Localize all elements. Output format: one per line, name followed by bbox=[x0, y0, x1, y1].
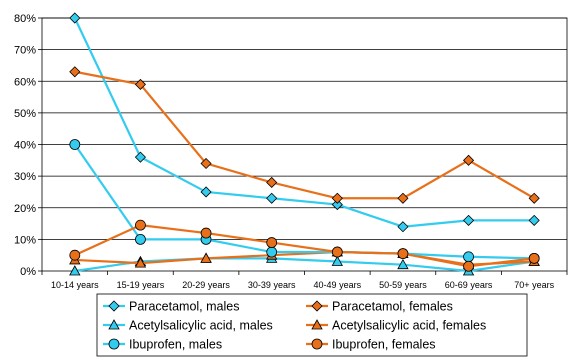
series-1 bbox=[69, 66, 540, 204]
data-point bbox=[266, 237, 278, 248]
data-point bbox=[528, 214, 540, 226]
data-point bbox=[135, 233, 146, 245]
series-line bbox=[73, 143, 535, 260]
data-point bbox=[528, 252, 540, 264]
y-tick-label: 70% bbox=[14, 45, 36, 57]
data-point bbox=[331, 192, 343, 204]
legend-label: Acetylsalicylic acid, males bbox=[129, 319, 273, 333]
y-tick-label: 60% bbox=[14, 76, 36, 88]
y-tick-label: 20% bbox=[14, 203, 36, 215]
data-point bbox=[69, 66, 81, 78]
legend-label: Ibuprofen, males bbox=[129, 338, 222, 352]
data-point bbox=[331, 255, 343, 266]
data-point bbox=[69, 249, 81, 261]
data-point bbox=[69, 265, 81, 276]
x-tick-label: 50-59 years bbox=[379, 280, 427, 290]
legend-item: Ibuprofen, females bbox=[306, 338, 436, 352]
data-point bbox=[463, 251, 474, 263]
series-5 bbox=[69, 219, 540, 272]
y-tick-label: 30% bbox=[14, 171, 36, 183]
series-line bbox=[74, 70, 535, 200]
grid-layer bbox=[42, 17, 567, 240]
y-tick-label: 0% bbox=[20, 266, 36, 278]
x-tick-label: 10-14 years bbox=[51, 280, 99, 290]
data-point bbox=[69, 139, 81, 150]
data-point bbox=[463, 260, 474, 272]
data-point bbox=[397, 248, 409, 260]
data-point bbox=[331, 199, 343, 211]
y-tick-label: 50% bbox=[14, 108, 36, 120]
data-point bbox=[397, 221, 409, 233]
legend-item: Paracetamol, males bbox=[103, 300, 239, 314]
legend-item: Paracetamol, females bbox=[306, 300, 453, 314]
x-tick-label: 60-69 years bbox=[445, 280, 493, 290]
data-point bbox=[266, 192, 278, 204]
legend-item: Ibuprofen, males bbox=[103, 338, 222, 352]
x-tick-label: 20-29 years bbox=[182, 280, 230, 290]
data-point bbox=[134, 151, 147, 163]
data-point bbox=[200, 227, 212, 239]
legend-swatch-marker bbox=[108, 319, 120, 330]
data-point bbox=[528, 192, 540, 204]
axis-layer: 0% 10% 20% 30% 40% 50% 60% 70% 80% 10-14 years 15-… bbox=[14, 13, 568, 290]
legend-label: Ibuprofen, females bbox=[332, 338, 436, 352]
series-line bbox=[73, 17, 535, 228]
legend-label: Paracetamol, males bbox=[129, 300, 239, 314]
legend-item: Acetylsalicylic acid, males bbox=[103, 319, 273, 333]
data-point bbox=[397, 192, 409, 204]
series-0 bbox=[69, 12, 540, 233]
data-point bbox=[134, 257, 147, 268]
x-tick-label: 15-19 years bbox=[117, 280, 165, 290]
y-tick-label: 80% bbox=[14, 13, 36, 25]
x-tick-label: 40-49 years bbox=[314, 280, 362, 290]
data-point bbox=[69, 12, 81, 24]
y-tick-label: 40% bbox=[14, 140, 36, 152]
legend-label: Acetylsalicylic acid, females bbox=[332, 319, 486, 333]
data-point bbox=[135, 219, 146, 231]
series-layer bbox=[69, 12, 540, 276]
legend-swatch-marker bbox=[108, 338, 120, 350]
legend-swatch-marker bbox=[311, 319, 323, 330]
data-point bbox=[200, 186, 212, 198]
legend-item: Acetylsalicylic acid, females bbox=[306, 319, 486, 333]
data-point bbox=[266, 246, 278, 258]
legend-label: Paracetamol, females bbox=[332, 300, 453, 314]
data-point bbox=[462, 214, 475, 226]
data-point bbox=[266, 176, 278, 189]
legend-swatch-marker bbox=[108, 300, 120, 312]
series-line bbox=[74, 257, 535, 273]
series-line bbox=[74, 224, 535, 268]
legend-swatch-marker bbox=[311, 338, 323, 350]
data-point bbox=[462, 154, 475, 166]
data-point bbox=[397, 258, 409, 270]
x-tick-label: 70+ years bbox=[514, 280, 554, 290]
y-tick-label: 10% bbox=[14, 234, 36, 246]
legend: Paracetamol, males Paracetamol, females Ac… bbox=[96, 293, 528, 357]
data-point bbox=[200, 157, 212, 170]
data-point bbox=[134, 78, 147, 90]
legend-swatch-marker bbox=[311, 300, 323, 312]
x-tick-label: 30-39 years bbox=[248, 280, 296, 290]
series-line bbox=[74, 250, 535, 266]
data-point bbox=[331, 246, 343, 258]
data-point bbox=[200, 252, 212, 263]
